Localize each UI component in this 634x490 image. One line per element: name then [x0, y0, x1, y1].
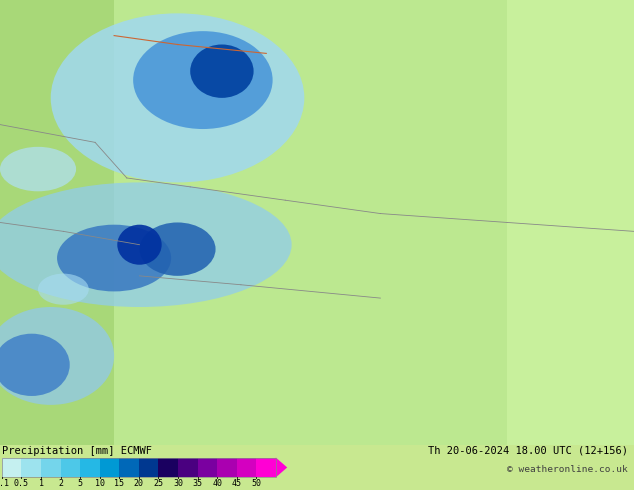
Bar: [256, 458, 276, 477]
Bar: [139, 458, 158, 477]
Text: 1: 1: [39, 479, 44, 488]
Text: Precipitation [mm] ECMWF: Precipitation [mm] ECMWF: [2, 446, 152, 456]
Ellipse shape: [139, 222, 216, 276]
Ellipse shape: [38, 273, 89, 305]
Text: 10: 10: [94, 479, 105, 488]
Text: 20: 20: [134, 479, 144, 488]
Ellipse shape: [57, 225, 171, 292]
Text: 35: 35: [193, 479, 202, 488]
Text: 15: 15: [114, 479, 124, 488]
Text: 2: 2: [58, 479, 63, 488]
Bar: [100, 458, 119, 477]
Bar: [114, 0, 507, 445]
Bar: [0, 0, 114, 445]
Bar: [217, 458, 236, 477]
Ellipse shape: [0, 307, 114, 405]
Text: © weatheronline.co.uk: © weatheronline.co.uk: [507, 465, 628, 474]
Ellipse shape: [133, 31, 273, 129]
Bar: [22, 458, 41, 477]
Bar: [507, 0, 634, 445]
Bar: [158, 458, 178, 477]
Bar: [41, 458, 61, 477]
Polygon shape: [276, 458, 287, 477]
Text: 40: 40: [212, 479, 222, 488]
Text: 0.5: 0.5: [14, 479, 29, 488]
Ellipse shape: [117, 225, 162, 265]
Ellipse shape: [0, 182, 292, 307]
Bar: [61, 458, 80, 477]
Ellipse shape: [0, 147, 76, 191]
Text: 50: 50: [251, 479, 261, 488]
Bar: [2, 458, 276, 477]
Bar: [198, 458, 217, 477]
Text: 25: 25: [153, 479, 164, 488]
Bar: [236, 458, 256, 477]
Text: Th 20-06-2024 18.00 UTC (12+156): Th 20-06-2024 18.00 UTC (12+156): [428, 446, 628, 456]
Text: 45: 45: [231, 479, 242, 488]
Text: 5: 5: [77, 479, 82, 488]
Bar: [2, 458, 22, 477]
Bar: [119, 458, 139, 477]
Text: 0.1: 0.1: [0, 479, 10, 488]
Bar: [178, 458, 198, 477]
Bar: [80, 458, 100, 477]
Ellipse shape: [51, 13, 304, 182]
Ellipse shape: [0, 334, 70, 396]
Ellipse shape: [190, 45, 254, 98]
Text: 30: 30: [173, 479, 183, 488]
